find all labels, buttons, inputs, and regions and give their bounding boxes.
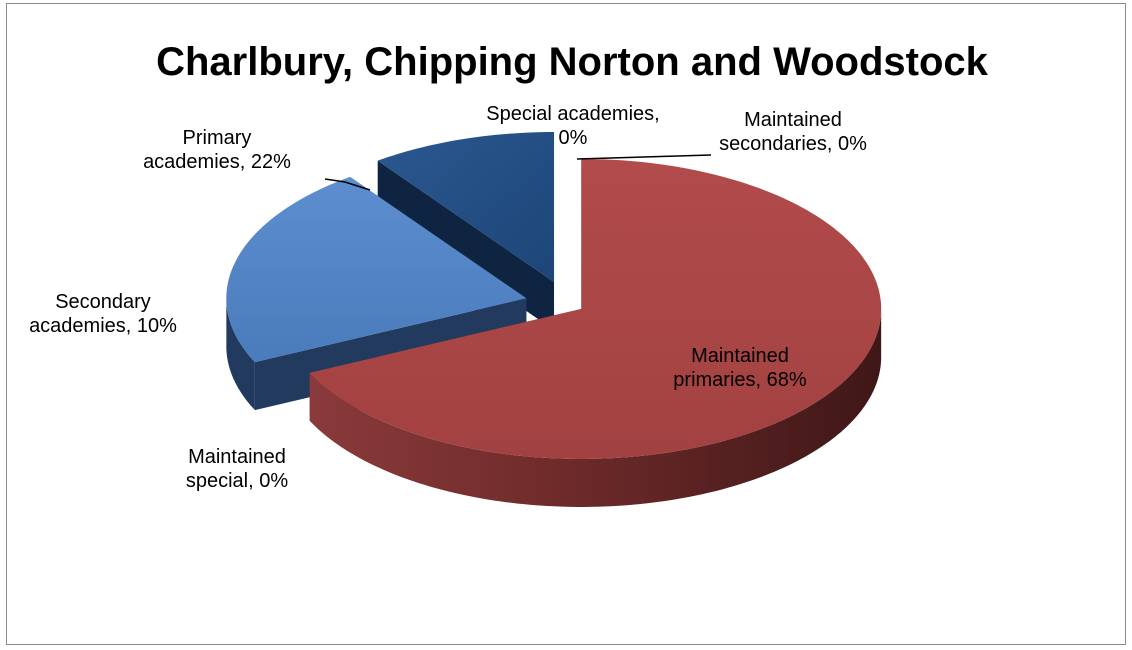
pie-slices	[226, 132, 882, 507]
leader-lines	[324, 154, 712, 191]
data-labels: Maintained primaries, 68% Maintained second…	[29, 103, 867, 492]
chart-title: Charlbury, Chipping Norton and Woodstock	[156, 40, 989, 84]
slice-maintained-primaries	[309, 158, 882, 507]
data-label-secondary-academies: Secondary academies, 10%	[29, 291, 177, 337]
slice-top	[309, 158, 882, 459]
data-label-primary-academies: Primary academies, 22%	[143, 127, 291, 173]
slice-top	[377, 132, 555, 283]
leader-line-primary-academies	[324, 178, 371, 191]
chart-area: Charlbury, Chipping Norton and Woodstock…	[6, 3, 1126, 645]
slice-top	[226, 176, 527, 363]
leader-line-maintained-secondaries	[576, 154, 712, 160]
data-label-maintained-secondaries: Maintained secondaries, 0%	[719, 109, 867, 155]
data-label-maintained-special: Maintained special, 0%	[186, 446, 288, 492]
data-label-special-academies: Special academies, 0%	[486, 103, 659, 149]
slice-side	[309, 306, 882, 507]
data-label-maintained-primaries: Maintained primaries, 68%	[673, 345, 807, 391]
slice-side	[226, 296, 255, 411]
pie-chart: Charlbury, Chipping Norton and Woodstock…	[29, 40, 989, 507]
